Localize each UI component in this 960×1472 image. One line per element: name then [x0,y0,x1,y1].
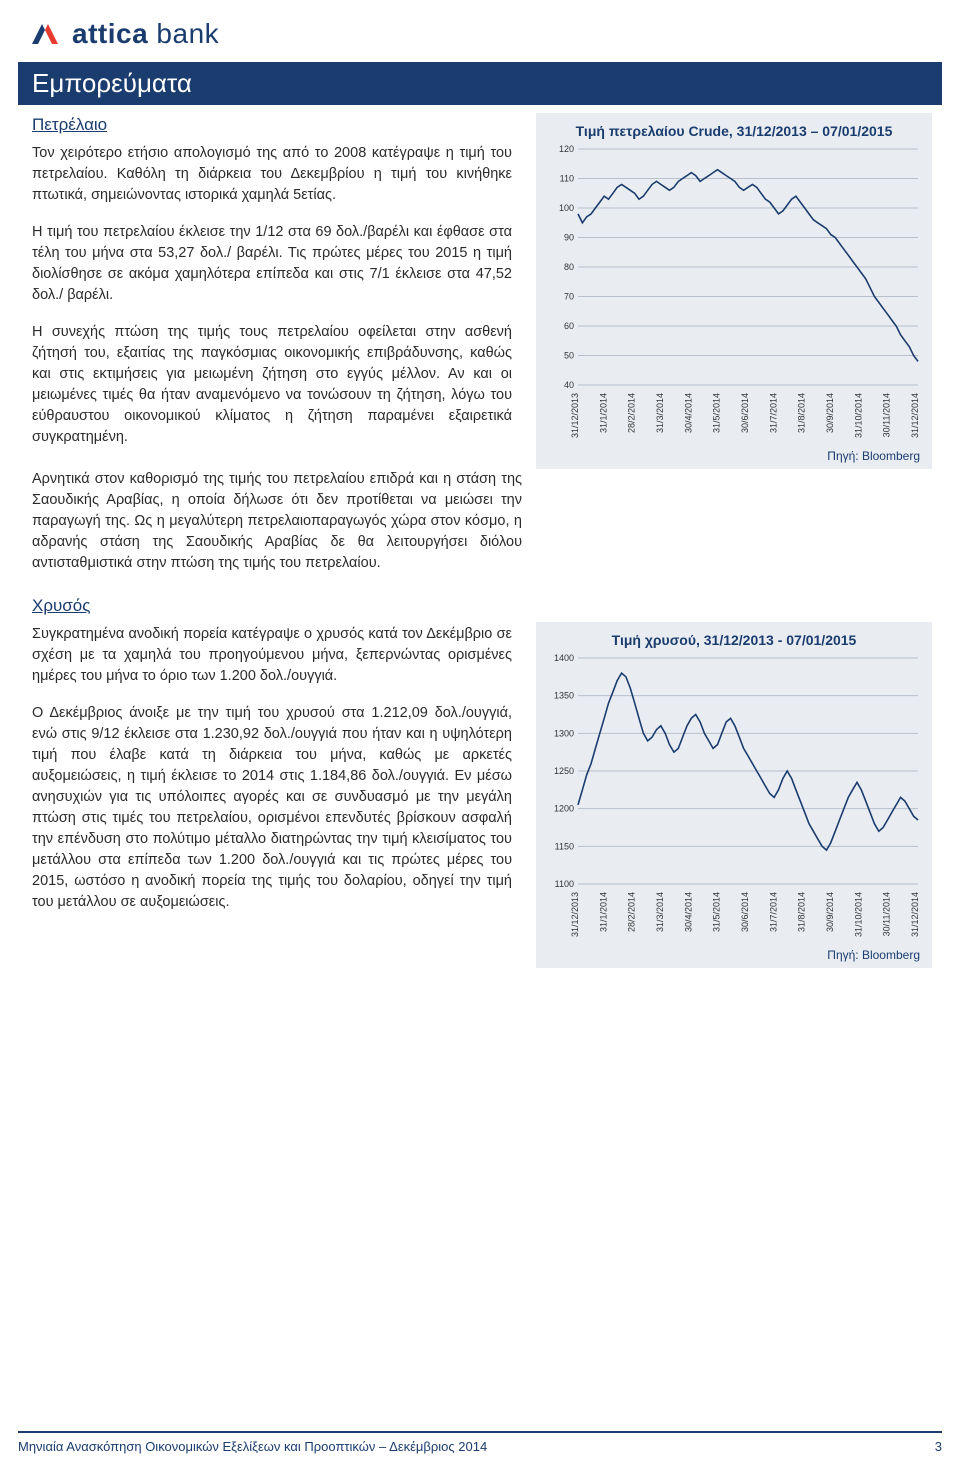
svg-text:31/1/2014: 31/1/2014 [598,393,608,433]
logo-text-b: bank [148,18,219,49]
oil-para-3: Η συνεχής πτώση της τιμής τους πετρελαίο… [32,322,512,448]
svg-text:31/10/2014: 31/10/2014 [853,892,863,937]
svg-text:1300: 1300 [554,728,574,738]
svg-text:31/7/2014: 31/7/2014 [768,892,778,932]
svg-text:31/12/2014: 31/12/2014 [910,393,920,438]
brand-logo: attica bank [0,0,960,50]
oil-para-4: Αρνητικά στον καθορισμό της τιμής του πε… [32,469,522,574]
svg-text:31/5/2014: 31/5/2014 [712,393,722,433]
svg-text:50: 50 [564,351,574,361]
svg-text:70: 70 [564,292,574,302]
svg-text:30/4/2014: 30/4/2014 [683,892,693,932]
svg-text:1350: 1350 [554,691,574,701]
page-footer: Μηνιαία Ανασκόπηση Οικονομικών Εξελίξεων… [18,1431,942,1454]
gold-chart-title: Τιμή χρυσού, 31/12/2013 - 07/01/2015 [544,632,924,648]
logo-text-a: attica [72,18,148,49]
svg-text:30/9/2014: 30/9/2014 [825,393,835,433]
logo-text: attica bank [72,18,219,50]
svg-text:1200: 1200 [554,804,574,814]
svg-text:31/3/2014: 31/3/2014 [655,393,665,433]
svg-text:30/9/2014: 30/9/2014 [825,892,835,932]
svg-text:31/8/2014: 31/8/2014 [797,892,807,932]
svg-text:60: 60 [564,321,574,331]
svg-text:31/12/2013: 31/12/2013 [570,892,580,937]
gold-chart-source: Πηγή: Bloomberg [544,948,924,962]
oil-chart-source: Πηγή: Bloomberg [544,449,924,463]
svg-text:1400: 1400 [554,654,574,663]
svg-text:30/6/2014: 30/6/2014 [740,892,750,932]
oil-chart: Τιμή πετρελαίου Crude, 31/12/2013 – 07/0… [536,113,932,469]
svg-text:31/10/2014: 31/10/2014 [853,393,863,438]
svg-text:31/1/2014: 31/1/2014 [598,892,608,932]
logo-mark-icon [28,20,62,48]
oil-chart-title: Τιμή πετρελαίου Crude, 31/12/2013 – 07/0… [544,123,924,139]
svg-text:30/11/2014: 30/11/2014 [882,393,892,437]
gold-chart: Τιμή χρυσού, 31/12/2013 - 07/01/2015 110… [536,622,932,968]
section-heading-oil: Πετρέλαιο [32,115,512,135]
oil-para-1: Τον χειρότερο ετήσιο απολογισμό της από … [32,143,512,206]
svg-text:110: 110 [560,174,574,184]
svg-text:120: 120 [559,145,574,154]
svg-text:100: 100 [559,203,574,213]
svg-text:31/3/2014: 31/3/2014 [655,892,665,932]
footer-text: Μηνιαία Ανασκόπηση Οικονομικών Εξελίξεων… [18,1439,487,1454]
section-heading-gold: Χρυσός [32,596,512,616]
svg-text:30/11/2014: 30/11/2014 [882,892,892,936]
svg-text:1100: 1100 [555,879,574,889]
svg-text:1250: 1250 [554,766,574,776]
gold-para-2: Ο Δεκέμβριος άνοιξε με την τιμή του χρυσ… [32,703,512,913]
svg-text:31/12/2013: 31/12/2013 [570,393,580,438]
svg-text:80: 80 [564,262,574,272]
oil-para-2: Η τιμή του πετρελαίου έκλεισε την 1/12 σ… [32,222,512,306]
svg-text:31/7/2014: 31/7/2014 [768,393,778,433]
svg-text:28/2/2014: 28/2/2014 [627,892,637,932]
oil-chart-canvas: 40 50 60 70 80 90 100 110 120 31/12/2013 31/1/2014… [544,145,924,445]
gold-chart-canvas: 1100 1150 1200 1250 1300 1350 1400 31/12/2013 31… [544,654,924,944]
svg-text:31/12/2014: 31/12/2014 [910,892,920,937]
svg-text:31/5/2014: 31/5/2014 [712,892,722,932]
page-title: Εμπορεύματα [18,62,942,105]
svg-text:30/6/2014: 30/6/2014 [740,393,750,433]
svg-text:28/2/2014: 28/2/2014 [627,393,637,433]
svg-text:30/4/2014: 30/4/2014 [683,393,693,433]
gold-para-1: Συγκρατημένα ανοδική πορεία κατέγραψε ο … [32,624,512,687]
page-number: 3 [935,1439,942,1454]
svg-text:31/8/2014: 31/8/2014 [797,393,807,433]
svg-text:90: 90 [564,233,574,243]
svg-text:40: 40 [564,380,574,390]
svg-text:1150: 1150 [555,841,574,851]
